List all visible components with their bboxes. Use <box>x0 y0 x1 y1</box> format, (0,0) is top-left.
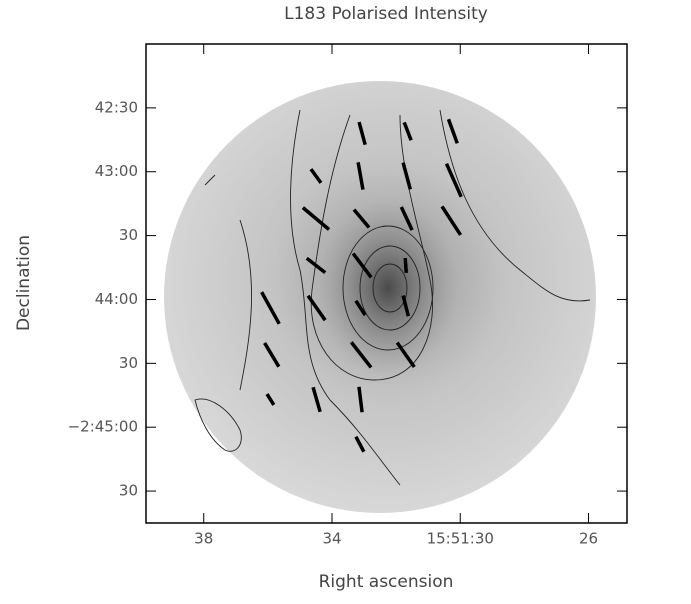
polarisation-vector <box>351 252 373 279</box>
y-tick-label: 42:30 <box>95 98 138 116</box>
polarisation-vector <box>309 168 323 184</box>
polarisation-vector <box>354 299 367 317</box>
polarisation-vector <box>401 162 412 190</box>
map-core <box>318 198 458 378</box>
x-tick-label: 38 <box>194 530 213 548</box>
polarisation-vector <box>402 121 413 141</box>
x-axis-label: Right ascension <box>319 572 454 592</box>
polarisation-vector <box>401 295 411 317</box>
polarisation-vector <box>263 342 281 368</box>
polarisation-vector <box>357 121 367 146</box>
polarisation-vector <box>403 257 409 273</box>
polarisation-vector <box>352 208 371 229</box>
plot-frame <box>145 43 628 524</box>
polarisation-vector <box>444 163 463 198</box>
contour <box>372 263 408 313</box>
y-tick-label: 43:00 <box>95 162 138 180</box>
x-tick-label: 26 <box>579 530 598 548</box>
intensity-map <box>164 81 596 513</box>
polarisation-vector <box>349 341 373 369</box>
y-tick-label: 30 <box>119 354 138 372</box>
polarisation-vector <box>306 294 327 322</box>
y-tick-label: 44:00 <box>95 290 138 308</box>
chart-title: L183 Polarised Intensity <box>284 4 488 24</box>
polarisation-vector <box>395 341 416 369</box>
x-tick-label: 15:51:30 <box>427 530 494 548</box>
polarisation-vector <box>440 205 463 236</box>
contour <box>290 109 591 486</box>
polarisation-vector <box>260 291 281 325</box>
contour <box>310 114 433 381</box>
polarisation-vector <box>399 206 414 231</box>
contour <box>194 398 242 452</box>
contour <box>342 225 434 351</box>
polarisation-vector <box>357 386 364 413</box>
polarisation-vector <box>356 162 365 190</box>
contour <box>204 174 252 391</box>
contour <box>359 245 421 331</box>
y-tick-label: −2:45:00 <box>68 418 138 436</box>
polarisation-vector <box>311 386 322 413</box>
polarisation-vector <box>354 435 366 453</box>
polarisation-vector <box>446 118 459 144</box>
y-axis-label: Declination <box>14 235 34 331</box>
polarisation-vector <box>305 256 327 274</box>
y-tick-label: 30 <box>119 226 138 244</box>
y-tick-label: 30 <box>119 482 138 500</box>
polarisation-vector <box>265 393 276 406</box>
x-tick-label: 34 <box>322 530 341 548</box>
polarisation-vector <box>301 206 331 231</box>
